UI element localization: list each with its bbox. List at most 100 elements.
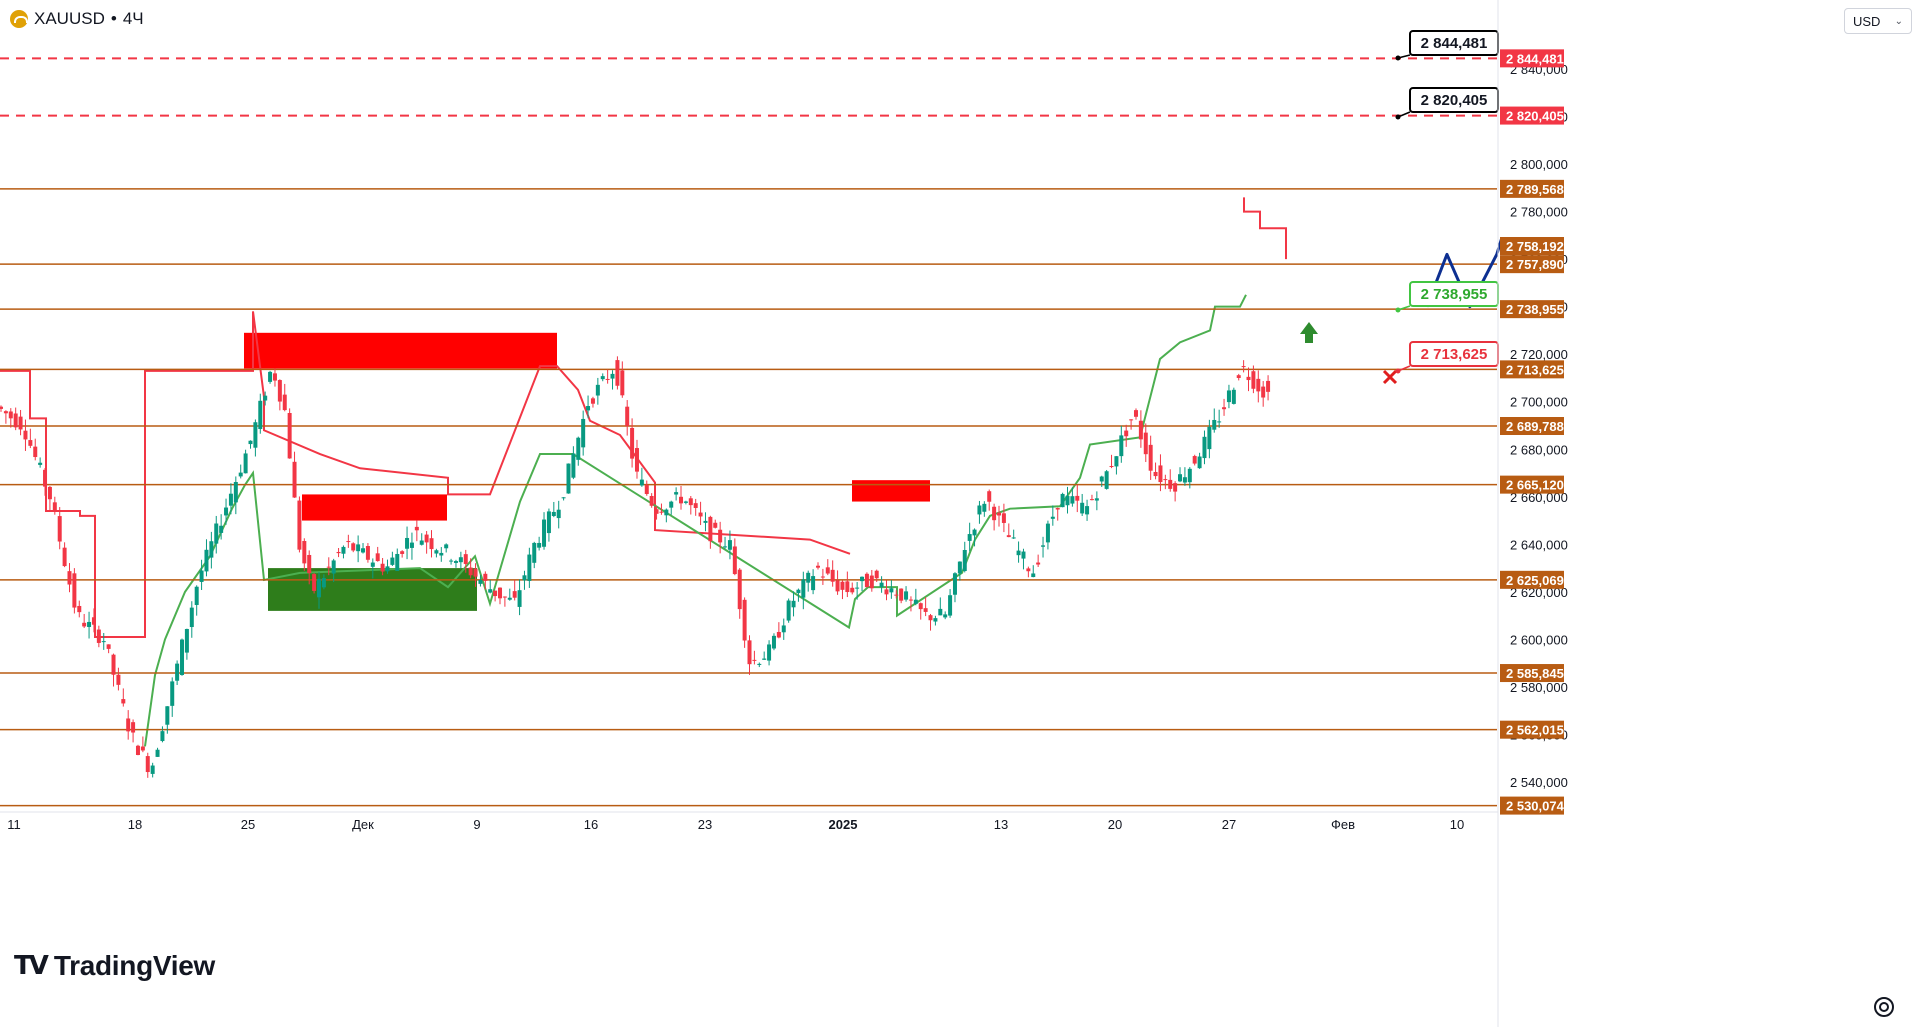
candle-body [1001,513,1006,523]
candle-body [586,406,591,411]
chevron-down-icon: ⌄ [1894,15,1903,27]
candle-body [639,479,644,486]
candle-body [615,360,620,386]
callout-anchor [1395,55,1401,61]
price-level-badge-label: 2 713,625 [1506,362,1564,377]
candle-body [634,448,639,472]
candle-body [938,608,943,616]
callout-label: 2 738,955 [1421,286,1488,303]
candle-body [595,384,600,396]
candle-body [204,549,209,572]
time-axis[interactable]: 11 18 25 Дек 9 16 23 2025 13 20 27 Фев 10 [0,811,1498,832]
candle-body [713,522,718,528]
candle-body [67,571,72,585]
candle-body [517,590,522,607]
candle-body [331,560,336,574]
tradingview-logo[interactable]: TV TradingView [14,950,215,982]
candle-body [605,378,610,380]
candle-body [679,496,684,504]
candle-body [1158,465,1163,483]
candle-body [243,453,248,474]
x-tick-label: 23 [698,817,712,832]
candle-body [762,658,767,660]
candle-body [375,553,380,562]
symbol-header[interactable]: XAUUSD • 4Ч [10,9,144,29]
candle-body [38,462,43,465]
candle-body [72,573,77,608]
price-level-badge [1500,417,1564,436]
price-level-badge [1500,300,1564,319]
candle-body [1011,537,1016,539]
candle-body [1124,430,1129,437]
candle-body [918,603,923,610]
candle-body [703,520,708,523]
candle-body [1202,436,1207,459]
candle-body [155,749,160,757]
candle-body [111,654,116,675]
candle-body [546,511,551,534]
x-tick-label: 13 [994,817,1008,832]
candle-body [1173,483,1178,492]
y-tick-label: 2 540,000 [1510,775,1568,790]
candle-body [791,600,796,608]
y-tick-label: 2 680,000 [1510,442,1568,457]
candle-body [879,582,884,587]
candle-body [620,370,625,396]
price-level-badge-label: 2 530,074 [1506,799,1565,814]
price-level-badge-label: 2 844,481 [1506,51,1564,66]
candle-body [752,659,757,661]
x-tick-label: 25 [241,817,255,832]
candle-body [561,497,566,499]
candle-body [478,579,483,584]
callout-anchor [1395,114,1401,120]
candle-body [175,663,180,681]
candle-body [101,641,106,643]
candle-body [512,591,517,598]
candle-body [830,569,835,582]
zone-box [302,494,447,521]
candle-body [992,506,997,521]
x-tick-label: 18 [128,817,142,832]
candle-body [659,511,664,513]
candle-body [1085,506,1090,515]
candle-body [933,618,938,622]
candle-body [1226,390,1231,403]
candle-body [180,639,185,675]
green-stop-line [144,294,1247,747]
candle-body [698,512,703,517]
candle-body [855,587,860,589]
candle-body [542,519,547,547]
price-level-badge-label: 2 789,568 [1506,182,1564,197]
currency-select[interactable]: USD ⌄ [1844,8,1912,34]
y-tick-label: 2 780,000 [1510,205,1568,220]
candle-body [1026,568,1031,572]
candle-body [786,600,791,621]
candle-body [458,557,463,563]
candle-body [537,542,542,548]
callout-label: 2 844,481 [1421,35,1488,52]
gear-icon[interactable] [1874,997,1894,1017]
candle-body [150,765,155,774]
candle-body [1266,380,1271,392]
price-level-badge [1500,49,1564,68]
candle-body [272,373,277,381]
x-tick-label: 9 [473,817,480,832]
candle-body [277,380,282,402]
candle-body [145,756,150,773]
candle-body [1148,444,1153,471]
candle-body [3,411,8,414]
candle-body [160,731,165,742]
candle-body [781,625,786,633]
candle-body [238,472,243,477]
callout-label: 2 713,625 [1421,346,1488,363]
candle-body [654,509,659,514]
candle-body [282,394,287,411]
candle-body [874,570,879,579]
candle-body [131,722,136,733]
stop-cross-icon [1382,369,1398,385]
candle-body [287,412,292,459]
candle-body [194,586,199,605]
candle-body [1006,535,1011,538]
